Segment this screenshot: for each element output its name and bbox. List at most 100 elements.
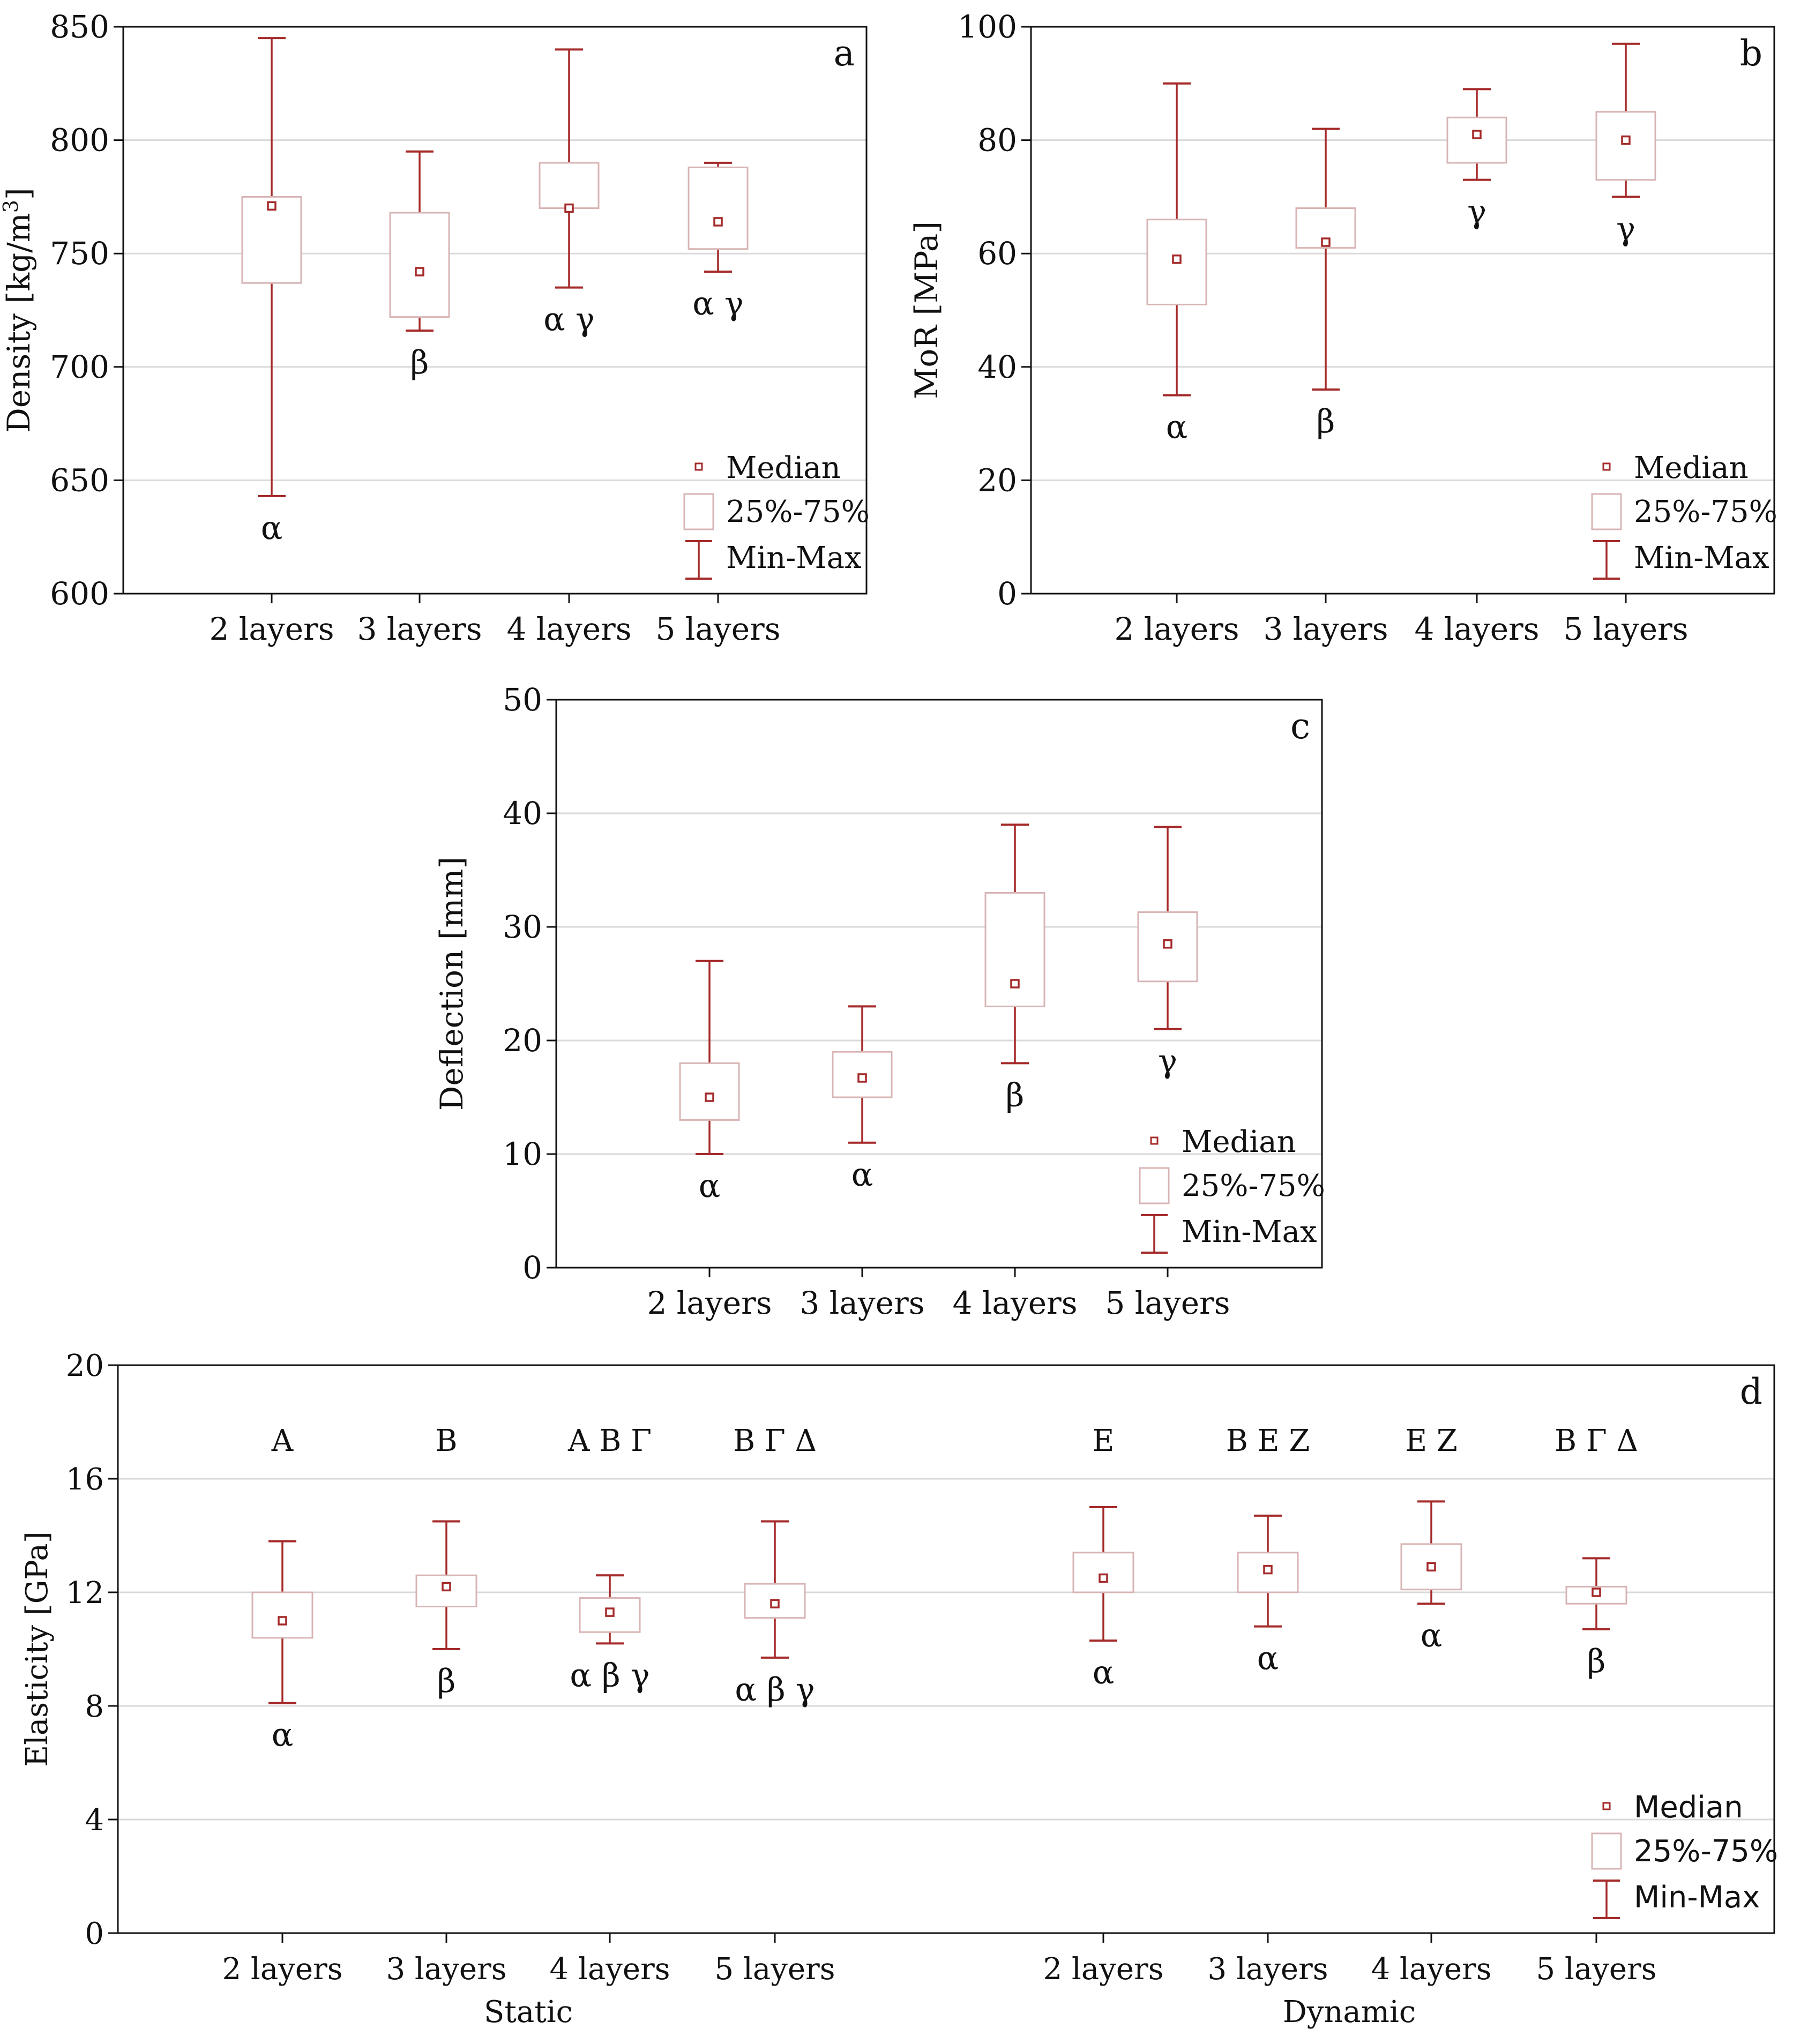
significance-label: α — [1166, 409, 1188, 446]
iqr-box — [679, 1062, 740, 1121]
x-tick-label: 3 layers — [386, 1952, 506, 1987]
significance-label: α — [261, 510, 283, 547]
legend-median-label: Median — [1634, 451, 1749, 485]
group-significance-label: B — [435, 1424, 457, 1458]
y-tick-label: 8 — [85, 1689, 104, 1724]
y-tick-label: 750 — [50, 235, 109, 272]
significance-label: α — [1421, 1617, 1443, 1654]
legend-box-label: 25%-75% — [1634, 1834, 1778, 1869]
panel-a: 600 650 700 750 800 850 Density [kg/m3] a 2 laye… — [0, 9, 870, 647]
significance-label: α — [1093, 1654, 1115, 1691]
panel-label: b — [1740, 33, 1762, 74]
legend-box-symbol — [1591, 1832, 1622, 1870]
iqr-box — [539, 162, 600, 209]
median-marker — [705, 1092, 714, 1102]
box-item: α — [241, 37, 302, 547]
significance-label: β — [1587, 1643, 1606, 1680]
x-tick-label: 4 layers — [952, 1285, 1077, 1321]
box-item: γ — [1595, 42, 1656, 248]
iqr-box — [1595, 111, 1656, 181]
plot-frame — [1030, 26, 1775, 595]
legend-median-symbol — [1602, 1802, 1611, 1810]
median-marker — [770, 1599, 780, 1608]
median-marker — [1263, 1564, 1273, 1575]
box-item: α B E Z — [1226, 1424, 1310, 1678]
y-tick-label: 12 — [66, 1576, 104, 1611]
significance-label: β — [410, 344, 429, 381]
box-item: αA — [251, 1424, 313, 1754]
y-tick-label: 50 — [503, 682, 542, 718]
median-marker — [1321, 237, 1331, 247]
median-marker — [857, 1073, 867, 1083]
y-axis-label: Elasticity [GPa] — [20, 1531, 55, 1767]
legend: Median 25%-75% Min-Max — [1139, 1125, 1325, 1254]
significance-label: γ — [1616, 210, 1635, 248]
group-label: Static — [484, 1995, 573, 2030]
iqr-box — [1295, 207, 1356, 249]
legend-median-symbol — [1602, 462, 1611, 471]
x-tick-label: 2 layers — [1043, 1952, 1163, 1987]
box-item: α γ — [688, 161, 749, 323]
median-marker — [1010, 979, 1020, 989]
iqr-box — [1072, 1552, 1134, 1593]
y-tick-label: 20 — [977, 462, 1017, 498]
group-significance-label: B Γ Δ — [1555, 1424, 1638, 1458]
panel-label: c — [1290, 706, 1310, 747]
x-tick-label: 4 layers — [1414, 611, 1539, 647]
iqr-box — [251, 1591, 313, 1639]
legend: Median 25%-75% Min-Max — [1591, 1790, 1778, 1919]
significance-label: β — [1317, 403, 1335, 440]
y-tick-label: 40 — [503, 795, 542, 832]
iqr-box — [1446, 116, 1507, 164]
x-tick-label: 3 layers — [1207, 1952, 1328, 1987]
legend-box-label: 25%-75% — [1634, 495, 1777, 529]
panel-b: 0 20 40 60 80 100 MoR [MPa] b 2 layers 3 layers 4 … — [908, 9, 1777, 647]
box-item: α — [832, 1005, 893, 1194]
box-item: γ — [1446, 88, 1507, 231]
median-marker — [713, 217, 723, 227]
significance-label: α β γ — [570, 1657, 649, 1694]
iqr-box — [688, 166, 749, 250]
median-marker — [564, 203, 574, 213]
y-tick-label: 20 — [503, 1022, 542, 1059]
median-marker — [415, 267, 424, 276]
significance-label: α — [851, 1156, 873, 1194]
significance-label: β — [1006, 1076, 1025, 1114]
y-tick-label: 800 — [50, 122, 109, 159]
median-marker — [278, 1616, 287, 1626]
x-tick-label: 5 layers — [1536, 1952, 1656, 1987]
x-tick-label: 5 layers — [655, 611, 780, 647]
x-tick-label: 4 layers — [1371, 1952, 1491, 1987]
y-tick-label: 100 — [958, 9, 1017, 45]
y-axis-label: Density [kg/m3] — [0, 188, 37, 432]
legend-median-label: Median — [726, 451, 841, 485]
legend-box-label: 25%-75% — [1182, 1169, 1325, 1203]
group-significance-label: E Z — [1405, 1424, 1458, 1458]
panel-label: d — [1740, 1371, 1762, 1412]
significance-label: γ — [1158, 1043, 1177, 1080]
legend-median-symbol — [694, 462, 703, 471]
panel-label: a — [834, 33, 855, 74]
legend-median-symbol — [1150, 1136, 1159, 1145]
median-marker — [1163, 939, 1172, 949]
y-tick-label: 850 — [50, 9, 109, 45]
panel-d: 0 4 8 12 16 20 Elasticity [GPa] d 2 layers 3 laye… — [20, 1349, 1778, 2030]
median-marker — [1592, 1588, 1601, 1597]
group-significance-label: A — [271, 1424, 294, 1458]
iqr-box — [241, 196, 302, 284]
iqr-box — [389, 212, 450, 318]
x-tick-label: 3 layers — [357, 611, 482, 647]
y-tick-label: 0 — [85, 1916, 104, 1951]
y-tick-label: 20 — [66, 1349, 104, 1383]
x-tick-label: 2 layers — [647, 1285, 772, 1321]
median-marker — [1621, 135, 1631, 145]
box-item: β — [984, 823, 1045, 1114]
legend-box-symbol — [1591, 493, 1622, 530]
x-tick-label: 2 layers — [1114, 611, 1239, 647]
x-tick-label: 2 layers — [222, 1952, 342, 1987]
y-tick-label: 600 — [50, 575, 109, 612]
box-item: βB — [415, 1424, 477, 1700]
y-tick-label: 0 — [997, 575, 1017, 612]
y-tick-label: 30 — [503, 909, 542, 945]
